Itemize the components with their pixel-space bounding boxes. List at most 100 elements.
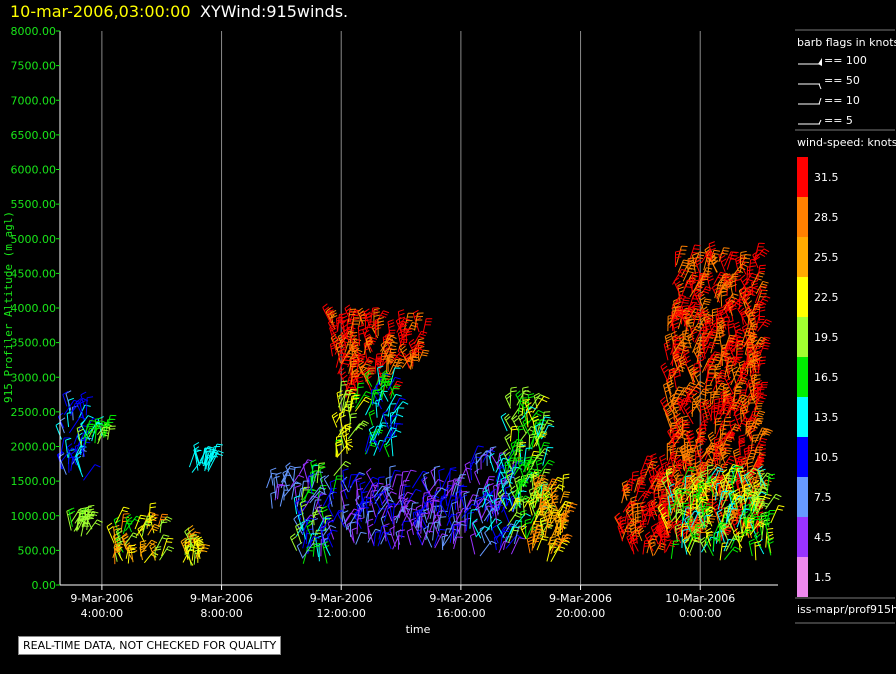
barb-shaft — [515, 442, 518, 456]
barb-shaft — [66, 447, 75, 461]
barb-flag — [491, 540, 497, 545]
wind-barb — [309, 490, 326, 504]
barb-flag — [307, 491, 314, 494]
barb-flag — [161, 537, 168, 540]
barb-flag — [373, 311, 380, 314]
barb-flag — [151, 516, 158, 519]
barb-shaft — [122, 520, 128, 535]
barb-flag — [122, 536, 129, 541]
barb-flag — [94, 522, 101, 526]
barb-shaft — [149, 545, 157, 561]
barb-flag — [390, 491, 397, 495]
barb-flag — [543, 442, 550, 444]
barb-flag — [759, 253, 766, 258]
barb-flag — [563, 473, 570, 476]
barb-flag — [319, 490, 326, 495]
barb-flag — [364, 496, 371, 499]
barb-flag — [678, 386, 685, 389]
barb-flag — [197, 538, 204, 542]
wind-barb — [85, 519, 103, 535]
barb-shaft — [504, 488, 508, 507]
barb-shaft — [182, 546, 192, 563]
barb-shaft — [373, 532, 377, 547]
barb-flag — [376, 425, 384, 428]
barb-flag — [423, 349, 430, 352]
barb-flag — [525, 521, 532, 525]
barb-flag — [365, 313, 372, 316]
barb-shaft — [433, 467, 436, 486]
barb-flag — [350, 335, 357, 337]
barb-shaft — [295, 526, 302, 544]
barb-flag — [546, 422, 553, 426]
barb-flag — [271, 472, 278, 475]
barb-flag — [65, 390, 72, 394]
barb-flag — [684, 351, 690, 356]
wind-barb — [387, 319, 395, 337]
barb-flag — [101, 434, 108, 437]
barb-flag — [91, 513, 98, 517]
barb-flag — [154, 523, 161, 527]
barb-flag — [733, 448, 740, 452]
wind-barb — [757, 356, 766, 374]
barb-flag — [422, 493, 428, 499]
barb-shaft — [266, 473, 273, 489]
wind-barb — [76, 425, 84, 446]
barb-shaft — [84, 428, 90, 445]
barb-shaft — [149, 517, 155, 534]
barb-flag — [338, 320, 345, 322]
barb-flag — [536, 458, 543, 462]
barb-flag — [565, 500, 572, 504]
wind-barb — [323, 474, 332, 491]
wind-barb — [134, 514, 147, 530]
barb-shaft — [349, 336, 360, 355]
barb-flag — [761, 437, 768, 441]
wind-barb — [270, 491, 277, 509]
barb-flag — [419, 333, 426, 337]
wind-barb — [464, 461, 471, 484]
barb-flag — [352, 373, 359, 375]
barb-shaft — [451, 503, 456, 523]
barb-shaft — [270, 493, 273, 509]
wind-barb — [416, 528, 423, 546]
barb-shaft — [479, 540, 492, 557]
barb-flag — [310, 459, 317, 463]
barb-flag — [65, 437, 72, 441]
wind-barb — [94, 417, 102, 434]
barb-flag — [693, 305, 700, 308]
barb-flag — [497, 521, 503, 527]
barb-shaft — [369, 498, 377, 518]
barb-flag — [66, 443, 73, 448]
barb-shaft — [337, 314, 340, 332]
barb-flag — [270, 491, 277, 495]
barb-shaft — [316, 508, 325, 523]
barb-flag — [344, 304, 351, 309]
barb-flag — [166, 541, 173, 543]
barb-shaft — [159, 520, 163, 533]
barb-flag — [345, 307, 352, 312]
wind-barb — [509, 386, 517, 407]
barb-flag — [648, 466, 655, 470]
barb-flag — [149, 514, 156, 519]
wind-barb — [70, 397, 89, 414]
barb-flag — [326, 531, 333, 536]
barb-flag — [294, 495, 301, 499]
barb-shaft — [332, 475, 338, 492]
barb-flag — [331, 411, 338, 417]
barb-flag — [365, 347, 372, 351]
wind-barb — [299, 506, 309, 526]
barb-shaft — [321, 520, 329, 533]
wind-barb — [65, 390, 72, 411]
barb-flag — [401, 348, 408, 354]
barb-flag — [116, 536, 123, 540]
wind-barb — [347, 423, 366, 440]
barb-flag — [543, 395, 550, 400]
barb-flag — [117, 530, 123, 535]
barb-flag — [149, 542, 156, 547]
wind-barb — [333, 460, 352, 476]
barb-flag — [548, 419, 555, 423]
barb-flag — [194, 531, 201, 534]
barb-flag — [408, 338, 415, 344]
wind-barb — [159, 545, 175, 561]
barb-flag — [324, 517, 331, 520]
barb-flag — [376, 353, 383, 355]
